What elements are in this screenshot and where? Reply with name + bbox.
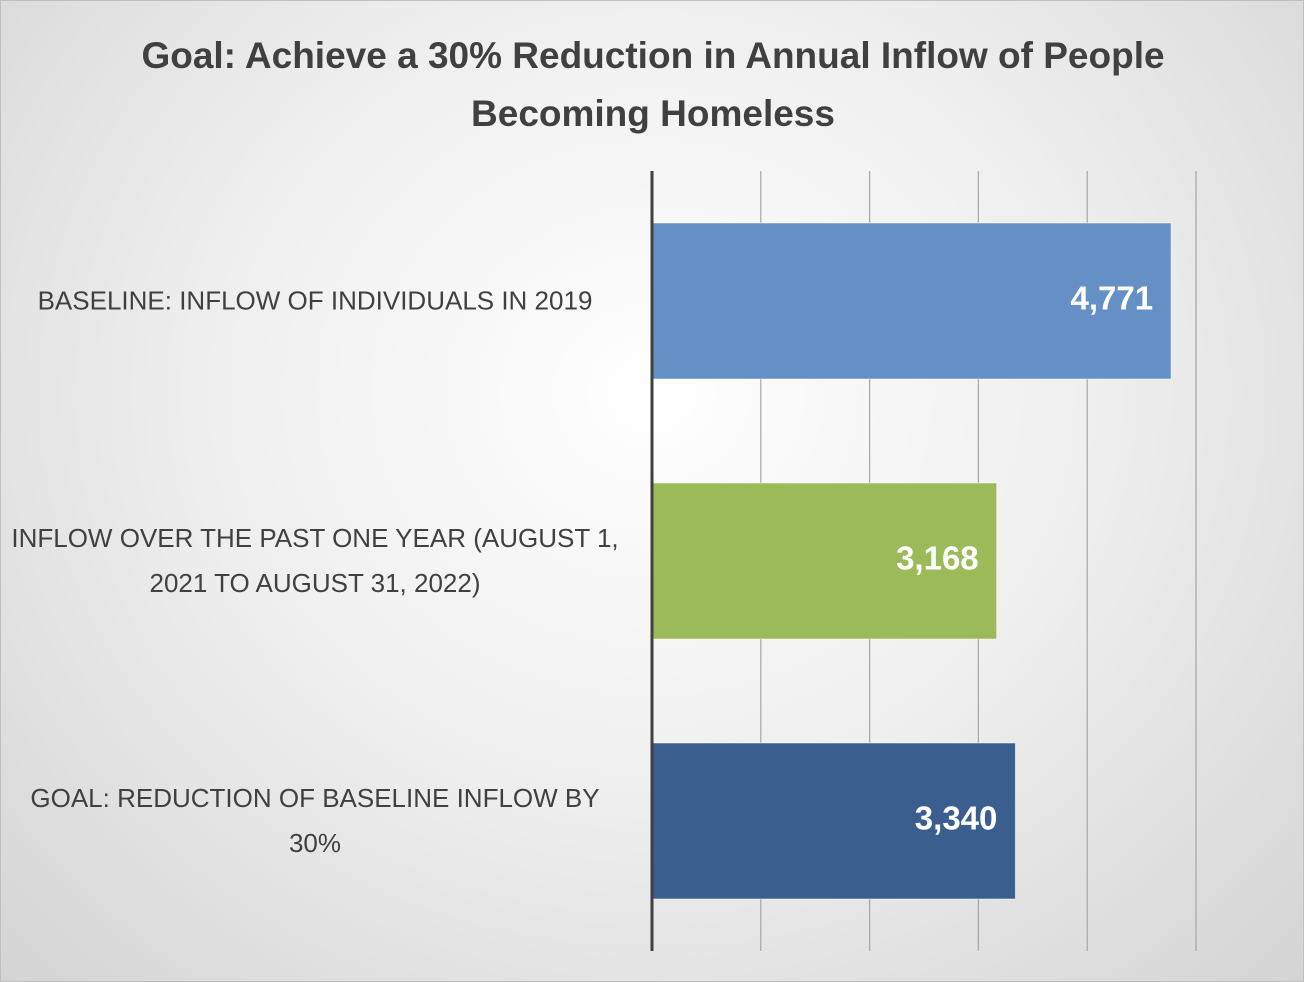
data-label: 4,771 bbox=[1070, 280, 1153, 317]
chart-title: Goal: Achieve a 30% Reduction in Annual … bbox=[141, 35, 1165, 134]
bar bbox=[651, 742, 1016, 900]
y-tick-label: INFLOW OVER THE PAST ONE YEAR (AUGUST 1,… bbox=[11, 523, 619, 598]
y-tick-label: BASELINE: INFLOW OF INDIVIDUALS IN 2019 bbox=[37, 285, 593, 316]
y-tick-label: GOAL: REDUCTION OF BASELINE INFLOW BY 30… bbox=[30, 783, 600, 858]
data-label: 3,340 bbox=[915, 800, 998, 837]
data-label: 3,168 bbox=[896, 540, 979, 577]
bar bbox=[651, 482, 998, 640]
bar bbox=[651, 222, 1172, 380]
